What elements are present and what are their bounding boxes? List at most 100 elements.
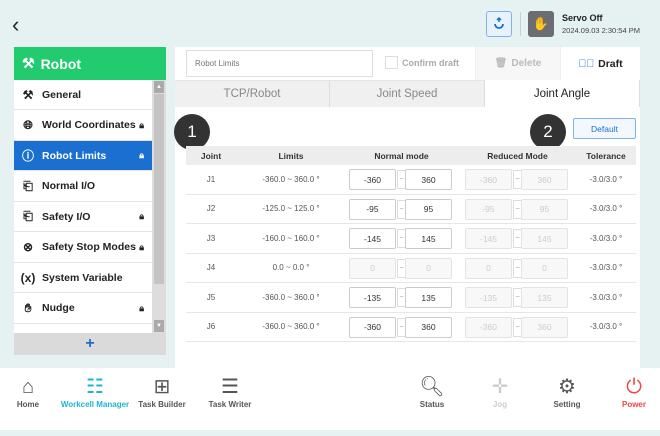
workcell-icon: ☷	[86, 376, 104, 398]
servo-hand-icon[interactable]: ✋	[528, 11, 554, 37]
joint-limits: -125.0 ~ 125.0 °	[262, 204, 320, 214]
nav-workcell-manager[interactable]: ☷ Workcell Manager	[60, 374, 130, 409]
sidebar-item-safety-i-o[interactable]: ⎗ Safety I/O 🔒︎	[14, 202, 152, 232]
add-button[interactable]: +	[14, 333, 166, 355]
sidebar-item-world-coordinates[interactable]: 🌐︎ World Coordinates 🔒︎	[14, 111, 152, 141]
reduced-min-input: -360	[465, 316, 512, 338]
nav-task-writer[interactable]: ☰ Task Writer	[195, 374, 265, 409]
reduced-max-input: 95	[521, 198, 568, 220]
trash-icon: 🗑︎	[494, 58, 508, 69]
delete-button[interactable]: 🗑︎ Delete	[475, 47, 560, 80]
sidebar-item-label: Safety I/O	[42, 210, 91, 223]
name-input[interactable]	[186, 50, 373, 77]
datetime: 2024.09.03 2:30:54 PM	[562, 26, 640, 35]
joint-limits: -160.0 ~ 160.0 °	[262, 233, 320, 243]
sidebar-item-general[interactable]: ⚒ General	[14, 80, 152, 110]
confirm-draft-checkbox[interactable]: Confirm draft	[385, 56, 459, 69]
normal-max-input: 0	[405, 257, 452, 279]
reduced-min-input: -145	[465, 228, 512, 249]
nav-label: Workcell Manager	[60, 400, 130, 409]
col-tolerance: Tolerance	[586, 150, 626, 161]
scroll-thumb[interactable]	[154, 94, 164, 284]
normal-max-input[interactable]: 135	[405, 287, 452, 308]
normal-min-input[interactable]: -135	[349, 287, 396, 308]
tab-joint-angle[interactable]: Joint Angle	[485, 80, 640, 107]
normal-min-input[interactable]: -360	[349, 316, 396, 338]
nav-label: Status	[419, 400, 445, 409]
nav-label: Home	[16, 400, 40, 409]
tab-tcp-robot[interactable]: TCP/Robot	[175, 80, 330, 107]
tolerance-value: -3.0/3.0 °	[589, 263, 623, 273]
back-button[interactable]: ‹	[12, 12, 20, 37]
normal-min-input[interactable]: -145	[349, 228, 396, 249]
home-position-button[interactable]	[486, 11, 512, 37]
normal-min-input[interactable]: -95	[349, 198, 396, 220]
sidebar-item-label: Normal I/O	[42, 180, 96, 192]
tab-joint-speed[interactable]: Joint Speed	[330, 80, 485, 107]
table-row: J4 0.0 ~ 0.0 ° 0 ~ 0 0 ~ 0 -3.0/3.0 °	[186, 254, 636, 283]
tolerance-value: -3.0/3.0 °	[589, 292, 623, 302]
tabs: TCP/Robot Joint Speed Joint Angle	[175, 80, 640, 107]
tolerance-value: -3.0/3.0 °	[589, 204, 623, 214]
check-circle-icon: ✓⃝	[578, 57, 595, 70]
sidebar-title: Robot	[40, 55, 81, 72]
default-button[interactable]: Default	[573, 118, 636, 139]
io-icon: ⎗	[23, 209, 33, 223]
sidebar-item-robot-limits[interactable]: ⓘ Robot Limits 🔒︎	[14, 141, 152, 171]
jog-icon: ✛	[491, 376, 509, 398]
sidebar-item-nudge[interactable]: ✋︎ Nudge 🔒︎	[14, 294, 152, 324]
table-row: J2 -125.0 ~ 125.0 ° -95 ~ 95 -95 ~ 95 -3…	[186, 195, 636, 224]
sidebar-item-safety-stop-modes[interactable]: ⊗ Safety Stop Modes 🔒︎	[14, 233, 152, 263]
io-icon: ⎗	[23, 178, 33, 193]
table-row: J1 -360.0 ~ 360.0 ° -360 ~ 360 -360 ~ 36…	[186, 165, 636, 195]
nav-task-builder[interactable]: ⊞ Task Builder	[127, 374, 197, 409]
gear-icon: ⚙	[558, 376, 576, 398]
draft-button[interactable]: ✓⃝ Draft	[560, 47, 640, 80]
sidebar: ⚒ Robot ⚒ General 🌐︎ World Coordinates 🔒︎ ⓘ Rob…	[14, 47, 166, 355]
sidebar-item-system-variable[interactable]: (x) System Variable	[14, 263, 152, 293]
col-reduced-mode: Reduced Mode	[487, 150, 548, 161]
normal-min-input[interactable]: -360	[349, 169, 396, 190]
sidebar-header: ⚒ Robot	[14, 47, 166, 80]
reduced-max-input: 360	[521, 316, 568, 338]
normal-max-input[interactable]: 145	[405, 228, 452, 249]
col-joint: Joint	[200, 150, 222, 161]
tolerance-value: -3.0/3.0 °	[589, 322, 623, 332]
nav-setting[interactable]: ⚙ Setting	[532, 374, 602, 409]
scrollbar[interactable]: ▲ ▼	[152, 80, 166, 333]
checkbox-icon	[385, 56, 398, 69]
sidebar-item-normal-i-o[interactable]: ⎗ Normal I/O	[14, 172, 152, 202]
table-row: J5 -360.0 ~ 360.0 ° -135 ~ 135 -135 ~ 13…	[186, 283, 636, 313]
nav-power[interactable]: ⏻ Power	[599, 374, 660, 409]
joint-name: J6	[206, 322, 216, 332]
nav-label: Task Builder	[138, 400, 186, 409]
table-row: J6 -360.0 ~ 360.0 ° -360 ~ 360 -360 ~ 36…	[186, 313, 636, 342]
sidebar-item-label: System Variable	[42, 271, 123, 284]
tolerance-value: -3.0/3.0 °	[589, 233, 623, 243]
nav-status[interactable]: 🔍︎ Status	[397, 374, 467, 409]
normal-max-input[interactable]: 95	[405, 198, 452, 220]
draft-label: Draft	[598, 57, 623, 70]
delete-label: Delete	[511, 58, 542, 69]
reduced-min-input: -135	[465, 287, 512, 308]
robot-arm-icon: ⚒	[22, 55, 35, 71]
scroll-up-icon[interactable]: ▲	[154, 81, 164, 93]
normal-max-input[interactable]: 360	[405, 169, 452, 190]
lock-icon: 🔒︎	[139, 211, 144, 221]
info-icon: ⓘ	[21, 149, 34, 163]
reduced-min-input: 0	[465, 257, 512, 279]
sidebar-item-label: Safety Stop Modes	[42, 241, 136, 253]
nav-label: Task Writer	[208, 400, 252, 409]
lock-icon: 🔒︎	[139, 302, 144, 313]
lock-icon: 🔒︎	[139, 241, 144, 252]
scroll-down-icon[interactable]: ▼	[154, 320, 164, 332]
joint-name: J5	[206, 292, 216, 302]
nav-label: Setting	[553, 400, 581, 409]
confirm-draft-label: Confirm draft	[402, 57, 459, 68]
nav-home[interactable]: ⌂ Home	[0, 374, 63, 409]
joint-name: J2	[206, 204, 216, 214]
joint-limits: -360.0 ~ 360.0 °	[262, 322, 320, 332]
normal-max-input[interactable]: 360	[405, 316, 452, 338]
joint-limits: -360.0 ~ 360.0 °	[262, 292, 320, 302]
status-icon: 🔍︎	[419, 376, 445, 398]
